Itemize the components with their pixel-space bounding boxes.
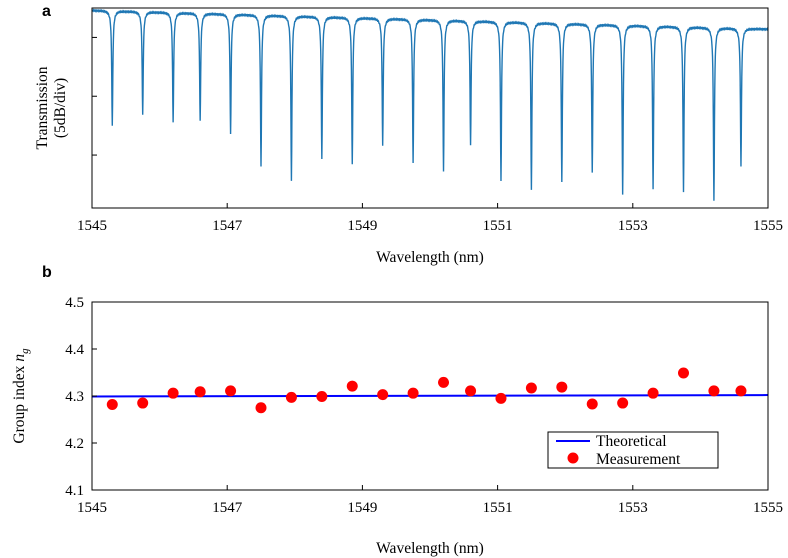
panel-a-x-tick-label: 1549: [347, 218, 377, 234]
measurement-point: [438, 376, 450, 388]
measurement-point: [346, 380, 358, 392]
panel-a-x-tick-label: 1555: [753, 218, 783, 234]
group-index-subscript: g: [19, 348, 31, 354]
panel-a-frame: [91, 7, 769, 209]
panel-b-x-tick-label: 1549: [347, 500, 377, 516]
measurement-point: [647, 387, 659, 399]
panel-b-y-tick-label: 4.1: [65, 483, 84, 499]
measurement-point: [194, 386, 206, 398]
panel-b-chart: 1545 1547 1549 1551 1553 1555 4.1 4.2 4.3 4.4 4.5…: [11, 295, 783, 557]
measurement-point: [285, 391, 297, 403]
measurement-point: [617, 397, 629, 409]
theoretical-line: [91, 394, 769, 398]
measurement-point: [495, 392, 507, 404]
panel-b-x-axis-label: Wavelength (nm): [376, 540, 484, 557]
measurement-point: [167, 387, 179, 399]
group-index-symbol: n: [11, 354, 28, 362]
measurement-point: [407, 387, 419, 399]
measurement-point: [708, 385, 720, 397]
panel-b-label: b: [42, 264, 52, 281]
legend-measurement-swatch: [567, 452, 579, 464]
measurement-point: [255, 402, 267, 414]
panel-b-y-tick-label: 4.5: [65, 295, 84, 311]
panel-b-x-tick-label: 1547: [212, 500, 243, 516]
measurement-point: [525, 382, 537, 394]
panel-a-x-axis-label: Wavelength (nm): [376, 249, 484, 266]
panel-b-y-axis-label: Group index ng: [11, 348, 31, 444]
measurement-point: [735, 385, 747, 397]
panel-a-y-axis-label-line1: Transmission: [34, 66, 51, 149]
panel-b-x-tick-label: 1551: [483, 500, 513, 516]
measurement-point: [556, 381, 568, 393]
legend-theoretical-label: Theoretical: [596, 433, 667, 450]
group-index-text: Group index: [11, 365, 28, 443]
measurement-point: [137, 397, 149, 409]
panel-b-x-tick-label: 1555: [753, 500, 783, 516]
transmission-spectrum-line: [91, 8, 769, 201]
panel-a-y-axis-label-line2: (5dB/div): [52, 78, 69, 138]
panel-a-x-tick-label: 1553: [618, 218, 648, 234]
measurement-point: [225, 385, 237, 397]
measurement-point: [678, 367, 689, 379]
panel-a-x-tick-label: 1551: [483, 218, 513, 234]
legend: Theoretical Measurement: [547, 431, 719, 469]
measurement-point: [106, 398, 118, 410]
panel-b-x-tick-label: 1553: [618, 500, 648, 516]
panel-b-y-tick-label: 4.4: [65, 342, 84, 358]
panel-b-x-tick-label: 1545: [77, 500, 107, 516]
panel-b-y-tick-label: 4.2: [65, 436, 84, 452]
panel-a-label: a: [42, 3, 51, 20]
measurement-point: [316, 390, 328, 402]
panel-a-x-tick-label: 1545: [77, 218, 107, 234]
measurement-point: [586, 398, 598, 410]
measurement-point: [377, 389, 389, 401]
panel-a-x-tick-label: 1547: [212, 218, 243, 234]
panel-a-chart: 1545 1547 1549 1551 1553 1555 Wavelength (nm)…: [34, 7, 783, 266]
legend-measurement-label: Measurement: [596, 451, 681, 468]
panel-b-y-tick-label: 4.3: [65, 389, 84, 405]
measurement-point: [465, 385, 477, 397]
